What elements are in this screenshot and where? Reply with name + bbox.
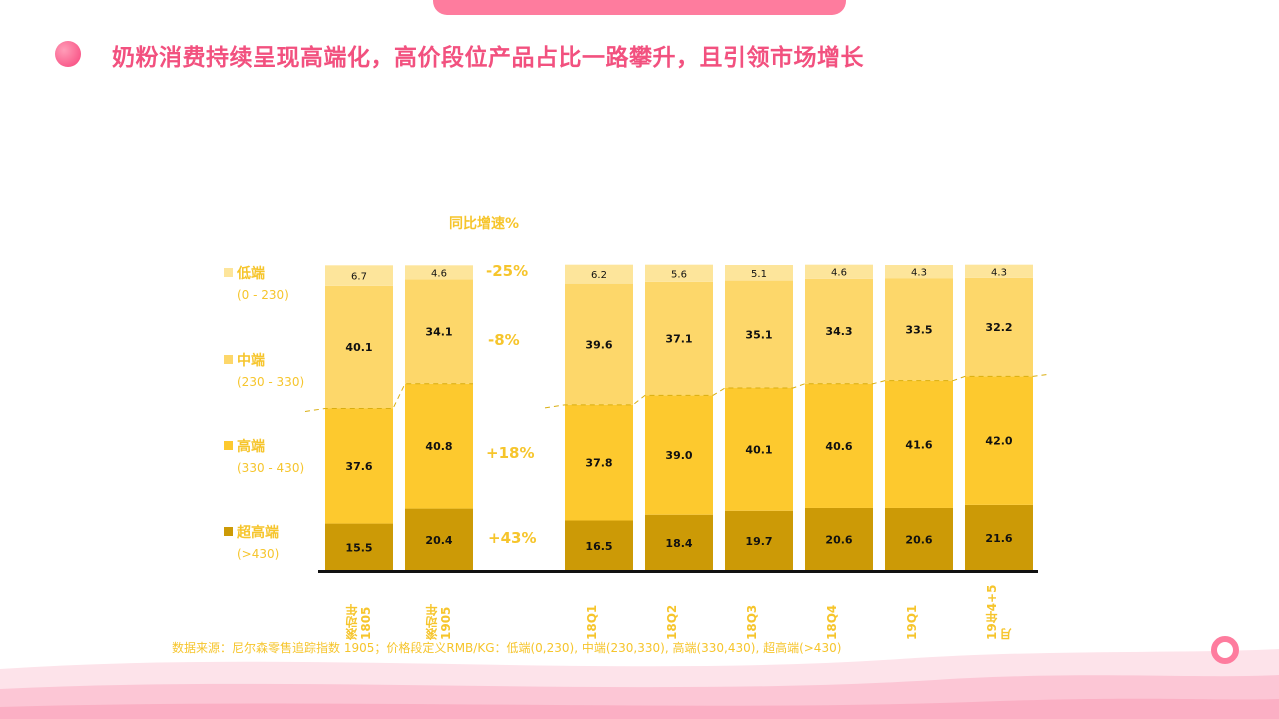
data-label: 40.1 (345, 341, 372, 354)
data-label: 4.3 (911, 268, 927, 279)
growth-super: +43% (488, 529, 537, 547)
trend-line-right (544, 373, 1049, 409)
data-label: 39.0 (665, 449, 692, 462)
data-label: 37.8 (585, 457, 612, 470)
data-label: 33.5 (905, 323, 932, 336)
legend-label: 超高端 (237, 525, 279, 541)
data-label: 4.6 (431, 268, 447, 279)
data-label: 19.7 (745, 535, 772, 548)
data-label: 20.6 (905, 533, 932, 546)
legend-range: (330 - 430) (237, 461, 305, 475)
legend-swatch (224, 441, 233, 450)
data-label: 20.6 (825, 533, 852, 546)
data-label: 40.1 (745, 443, 772, 456)
data-label: 15.5 (345, 541, 372, 554)
data-label: 4.6 (831, 268, 847, 279)
bar-segment (885, 380, 953, 508)
ring-decoration (1211, 636, 1239, 664)
data-label: 21.6 (985, 532, 1012, 545)
data-label: 40.6 (825, 440, 852, 453)
bar-segment (565, 520, 633, 571)
data-label: 16.5 (585, 540, 612, 553)
title-bullet-icon (55, 41, 81, 67)
bar-segment (325, 285, 393, 409)
bar-segment (965, 277, 1033, 377)
data-label: 34.1 (425, 326, 452, 339)
growth-mid: -8% (488, 331, 520, 349)
legend-item-super: 超高端 (>430) (224, 522, 279, 561)
data-label: 20.4 (425, 534, 452, 547)
bar-segment (965, 504, 1033, 571)
legend-range: (230 - 330) (237, 375, 305, 389)
bar-segment (885, 265, 953, 279)
bar-segment (725, 265, 793, 281)
bar-segment (965, 376, 1033, 505)
data-label: 5.6 (671, 269, 687, 280)
data-label: 6.2 (591, 270, 607, 281)
footnote: 数据来源：尼尔森零售追踪指数 1905；价格段定义RMB/KG：低端(0,230… (172, 641, 842, 655)
legend-label: 高端 (237, 439, 265, 455)
data-label: 5.1 (751, 269, 767, 280)
bar-segment (565, 404, 633, 521)
legend-item-high: 高端 (330 - 430) (224, 436, 304, 475)
page-title: 奶粉消费持续呈现高端化，高价段位产品占比一路攀升，且引领市场增长 (112, 45, 864, 71)
data-label: 6.7 (351, 272, 367, 283)
bar-segment (725, 510, 793, 571)
data-label: 39.6 (585, 338, 612, 351)
bar-segment (405, 383, 473, 509)
bar-segment (565, 264, 633, 284)
data-label: 41.6 (905, 438, 932, 451)
bar-segment (645, 264, 713, 282)
data-label: 37.1 (665, 333, 692, 346)
bar-segment (885, 278, 953, 381)
legend-item-mid: 中端 (230 - 330) (224, 350, 304, 389)
bar-segment (725, 388, 793, 511)
data-label: 4.3 (991, 267, 1007, 278)
data-label: 18.4 (665, 537, 692, 550)
bar-segment (725, 280, 793, 389)
legend-range: (0 - 230) (237, 288, 289, 302)
legend-label: 低端 (237, 266, 265, 282)
bar-segment (325, 408, 393, 524)
growth-low: -25% (486, 262, 529, 280)
growth-header: 同比增速% (449, 216, 520, 232)
legend-range: (>430) (237, 547, 280, 561)
legend-swatch (224, 268, 233, 277)
bar-segment (805, 264, 873, 279)
bar-segment (405, 279, 473, 384)
growth-high: +18% (486, 444, 535, 462)
bar-segment (645, 281, 713, 396)
top-decoration-bar (433, 0, 846, 15)
bar-segment (405, 508, 473, 571)
bar-segment (805, 507, 873, 571)
data-label: 35.1 (745, 328, 772, 341)
bar-segment (805, 383, 873, 508)
bar-segment (645, 395, 713, 515)
bar-segment (805, 278, 873, 384)
bar-segment (325, 523, 393, 571)
data-label: 32.2 (985, 321, 1012, 334)
data-label: 34.3 (825, 325, 852, 338)
legend-swatch (224, 355, 233, 364)
bar-segment (965, 264, 1033, 278)
data-label: 42.0 (985, 435, 1012, 448)
bar-segment (325, 265, 393, 286)
bar-segment (405, 265, 473, 280)
data-label: 40.8 (425, 440, 452, 453)
trend-line-left (304, 383, 473, 413)
bar-segment (565, 283, 633, 405)
legend-swatch (224, 527, 233, 536)
bottom-wave-decoration (0, 649, 1279, 719)
bar-segment (885, 507, 953, 571)
bar-segment (645, 514, 713, 571)
legend-item-low: 低端 (0 - 230) (224, 263, 289, 302)
data-label: 37.6 (345, 460, 372, 473)
legend-label: 中端 (237, 353, 265, 369)
